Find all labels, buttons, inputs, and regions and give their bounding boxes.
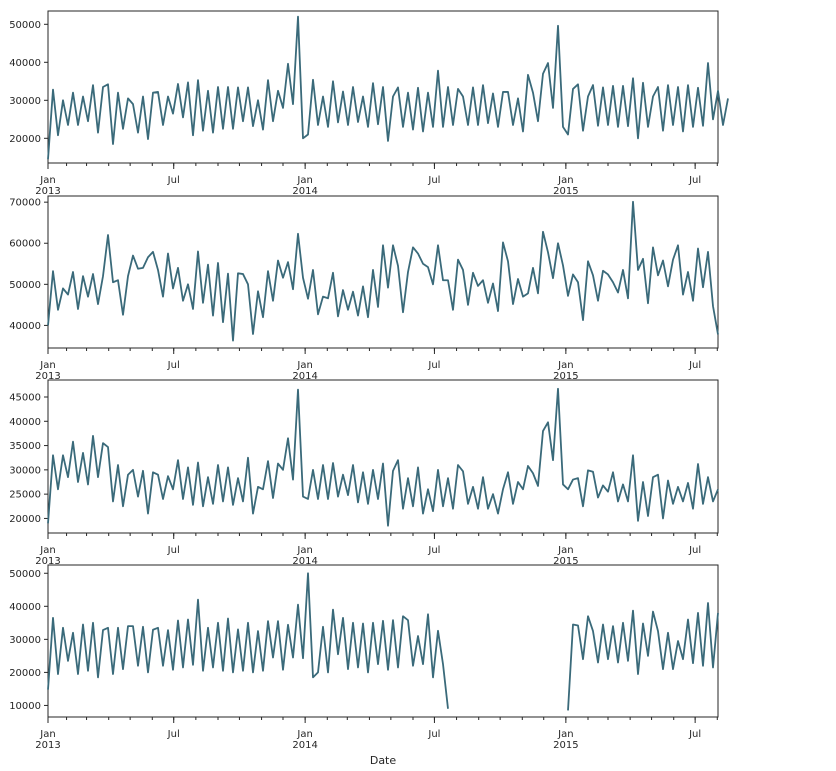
- x-tick-label: Jul: [427, 175, 440, 186]
- series-line-panel-2: [47, 200, 719, 342]
- x-tick-label: Jan: [557, 360, 573, 371]
- x-tick-year-label: 2013: [35, 740, 60, 751]
- y-tick-label: 45000: [9, 393, 41, 404]
- y-tick-label: 35000: [9, 441, 41, 452]
- y-tick-label: 30000: [9, 96, 41, 107]
- x-tick-label: Jan: [557, 175, 573, 186]
- y-tick-label: 10000: [9, 701, 41, 712]
- x-tick-year-label: 2014: [292, 556, 317, 567]
- x-tick-year-label: 2015: [553, 740, 578, 751]
- plot-frame-2: [47, 195, 719, 349]
- x-tick-label: Jul: [427, 545, 440, 556]
- x-tick-label: Jul: [688, 729, 701, 740]
- y-tick-label: 40000: [9, 417, 41, 428]
- y-tick-label: 30000: [9, 465, 41, 476]
- y-tick-label: 40000: [9, 58, 41, 69]
- x-tick-label: Jul: [167, 175, 180, 186]
- x-tick-label: Jul: [427, 360, 440, 371]
- x-tick-label: Jan: [296, 729, 312, 740]
- y-tick-label: 50000: [9, 20, 41, 31]
- x-tick-label: Jul: [688, 545, 701, 556]
- x-tick-label: Jan: [39, 545, 55, 556]
- x-tick-label: Jan: [39, 360, 55, 371]
- x-tick-label: Jan: [557, 545, 573, 556]
- x-tick-label: Jul: [688, 360, 701, 371]
- x-tick-year-label: 2014: [292, 186, 317, 197]
- x-tick-year-label: 2015: [553, 371, 578, 382]
- y-tick-label: 20000: [9, 134, 41, 145]
- x-tick-year-label: 2013: [35, 556, 60, 567]
- series-line-panel-3: [47, 387, 719, 527]
- y-tick-label: 60000: [9, 239, 41, 250]
- y-tick-label: 30000: [9, 635, 41, 646]
- x-tick-year-label: 2015: [553, 556, 578, 567]
- x-tick-label: Jul: [167, 729, 180, 740]
- x-tick-label: Jan: [39, 729, 55, 740]
- x-tick-label: Jan: [39, 175, 55, 186]
- y-tick-label: 40000: [9, 602, 41, 613]
- y-tick-label: 50000: [9, 280, 41, 291]
- x-tick-year-label: 2015: [553, 186, 578, 197]
- series-line-panel-1: [47, 15, 729, 160]
- plot-frame-3: [47, 379, 719, 534]
- series-line-panel-4: [47, 572, 719, 711]
- x-tick-label: Jul: [167, 360, 180, 371]
- y-tick-label: 20000: [9, 514, 41, 525]
- y-tick-label: 50000: [9, 569, 41, 580]
- x-tick-year-label: 2013: [35, 186, 60, 197]
- x-tick-label: Jan: [557, 729, 573, 740]
- x-tick-year-label: 2014: [292, 371, 317, 382]
- y-tick-label: 20000: [9, 668, 41, 679]
- x-tick-label: Jan: [296, 545, 312, 556]
- x-tick-label: Jul: [427, 729, 440, 740]
- x-tick-label: Jul: [167, 545, 180, 556]
- x-tick-year-label: 2013: [35, 371, 60, 382]
- y-tick-label: 70000: [9, 198, 41, 209]
- x-tick-year-label: 2014: [292, 740, 317, 751]
- x-tick-label: Jan: [296, 175, 312, 186]
- x-tick-label: Jan: [296, 360, 312, 371]
- y-tick-label: 40000: [9, 321, 41, 332]
- y-tick-label: 25000: [9, 490, 41, 501]
- x-tick-label: Jul: [688, 175, 701, 186]
- plot-frame-4: [47, 564, 719, 718]
- plot-frame-1: [47, 10, 719, 164]
- x-axis-label: Date: [370, 754, 397, 767]
